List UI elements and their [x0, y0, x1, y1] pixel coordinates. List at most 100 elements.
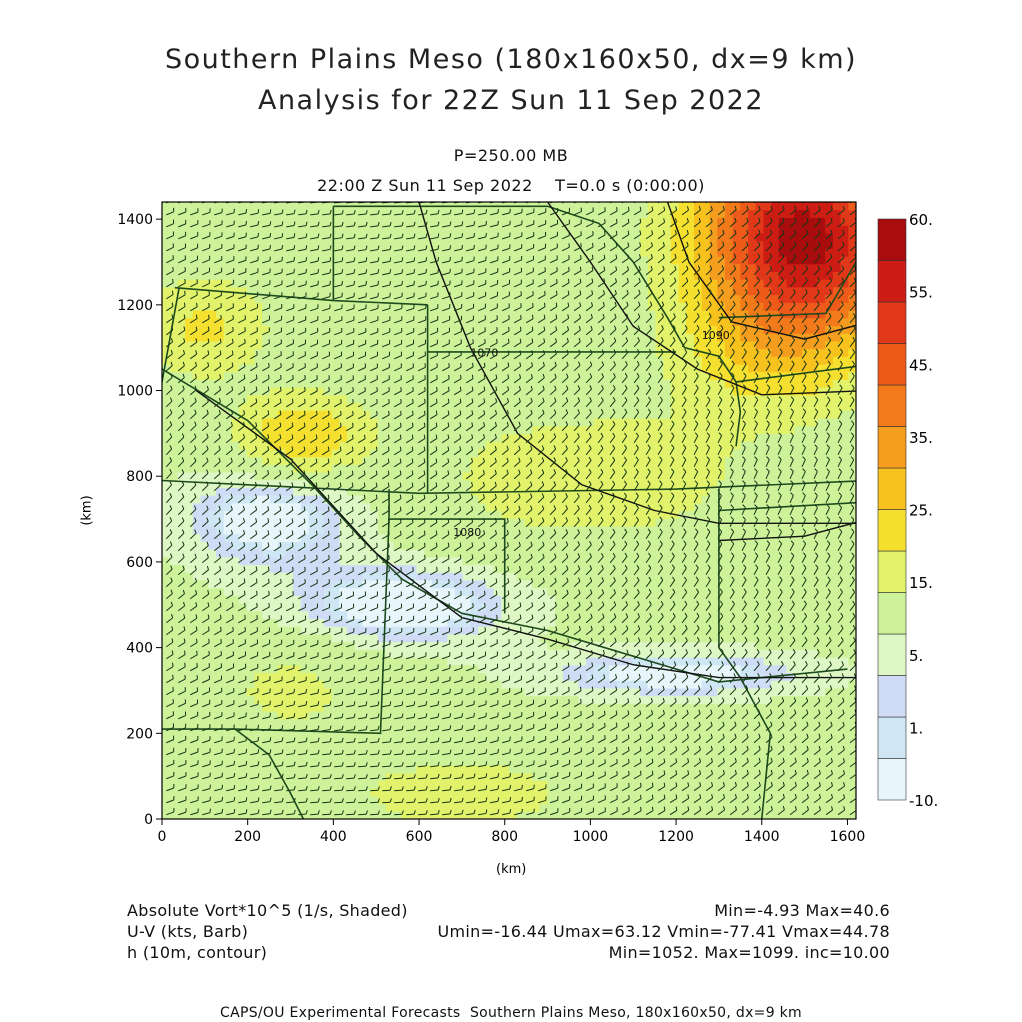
shade-cell: [632, 672, 641, 681]
shade-cell: [632, 811, 641, 819]
shade-cell: [416, 294, 425, 303]
shade-cell: [640, 795, 649, 805]
shade-cell: [323, 803, 333, 812]
shade-cell: [632, 741, 641, 751]
shade-cell: [393, 371, 402, 380]
shade-cell: [208, 510, 217, 519]
shade-cell: [354, 564, 364, 573]
shade-cell: [532, 549, 541, 558]
shade-cell: [447, 772, 456, 782]
shade-cell: [516, 572, 526, 581]
shade-cell: [478, 371, 487, 380]
shade-cell: [455, 734, 464, 743]
shade-cell: [200, 664, 209, 674]
shade-cell: [578, 217, 587, 226]
shade-cell: [509, 765, 518, 774]
shade-cell: [439, 232, 448, 242]
shade-cell: [578, 371, 587, 380]
shade-cell: [408, 711, 418, 720]
shade-cell: [408, 595, 418, 604]
shade-cell: [169, 633, 179, 643]
shade-cell: [185, 711, 194, 720]
shade-cell: [377, 433, 387, 442]
shade-cell: [570, 711, 579, 720]
shade-cell: [431, 803, 441, 812]
shade-cell: [616, 633, 626, 643]
shade-cell: [532, 402, 541, 411]
shade-cell: [416, 248, 425, 257]
shade-cell: [578, 263, 587, 273]
shade-cell: [185, 309, 194, 319]
shade-cell: [547, 340, 556, 350]
shade-cell: [300, 780, 310, 789]
shade-cell: [539, 579, 549, 589]
shade-cell: [401, 788, 410, 797]
shade-cell: [277, 394, 286, 404]
shade-cell: [254, 487, 263, 496]
shade-cell: [455, 564, 464, 573]
shade-cell: [308, 279, 317, 288]
shade-cell: [547, 572, 556, 581]
shade-cell: [393, 749, 402, 758]
shade-cell: [177, 433, 186, 442]
shade-cell: [362, 394, 371, 404]
shade-cell: [416, 510, 425, 519]
shade-cell: [431, 471, 441, 481]
shade-cell: [401, 487, 410, 496]
shade-cell: [532, 587, 541, 596]
shade-cell: [331, 741, 340, 751]
shade-cell: [192, 410, 202, 419]
shade-cell: [169, 271, 179, 280]
shade-cell: [377, 525, 387, 535]
shade-cell: [323, 402, 333, 411]
shade-cell: [455, 325, 464, 334]
shade-cell: [570, 556, 579, 566]
shade-cell: [285, 718, 294, 728]
shade-cell: [254, 433, 263, 442]
shade-cell: [393, 309, 402, 319]
shade-cell: [269, 325, 279, 334]
shade-cell: [269, 225, 279, 234]
shade-cell: [516, 718, 526, 728]
shade-cell: [624, 749, 633, 758]
shade-cell: [316, 402, 325, 411]
shade-cell: [539, 294, 549, 303]
shade-cell: [501, 217, 510, 226]
shade-cell: [215, 803, 225, 812]
shade-cell: [362, 502, 371, 512]
shade-cell: [616, 780, 626, 789]
shade-cell: [231, 286, 240, 296]
shade-cell: [208, 202, 217, 211]
shade-cell: [347, 803, 356, 812]
shade-cell: [501, 225, 510, 234]
shade-cell: [331, 649, 340, 658]
shade-cell: [185, 371, 194, 380]
shade-cell: [323, 441, 333, 450]
shade-cell: [470, 549, 479, 558]
shade-cell: [162, 263, 171, 273]
shade-cell: [439, 286, 448, 296]
shade-cell: [401, 363, 410, 373]
shade-cell: [416, 572, 425, 581]
shade-cell: [478, 595, 487, 604]
shade-cell: [277, 757, 286, 766]
shade-cell: [416, 680, 425, 689]
shade-cell: [285, 502, 294, 512]
shade-cell: [246, 456, 256, 465]
shade-cell: [377, 286, 387, 296]
shade-cell: [254, 325, 263, 334]
shade-cell: [439, 811, 448, 819]
shade-cell: [208, 772, 217, 782]
shade-cell: [200, 202, 209, 211]
shade-cell: [269, 795, 279, 805]
shade-cell: [562, 749, 572, 758]
shade-cell: [323, 533, 333, 542]
shade-cell: [470, 626, 479, 635]
shade-cell: [185, 387, 194, 396]
shade-cell: [277, 271, 286, 280]
shade-cell: [277, 603, 286, 612]
shade-cell: [169, 765, 179, 774]
shade-cell: [516, 309, 526, 319]
shade-cell: [609, 479, 618, 488]
shade-cell: [470, 718, 479, 728]
